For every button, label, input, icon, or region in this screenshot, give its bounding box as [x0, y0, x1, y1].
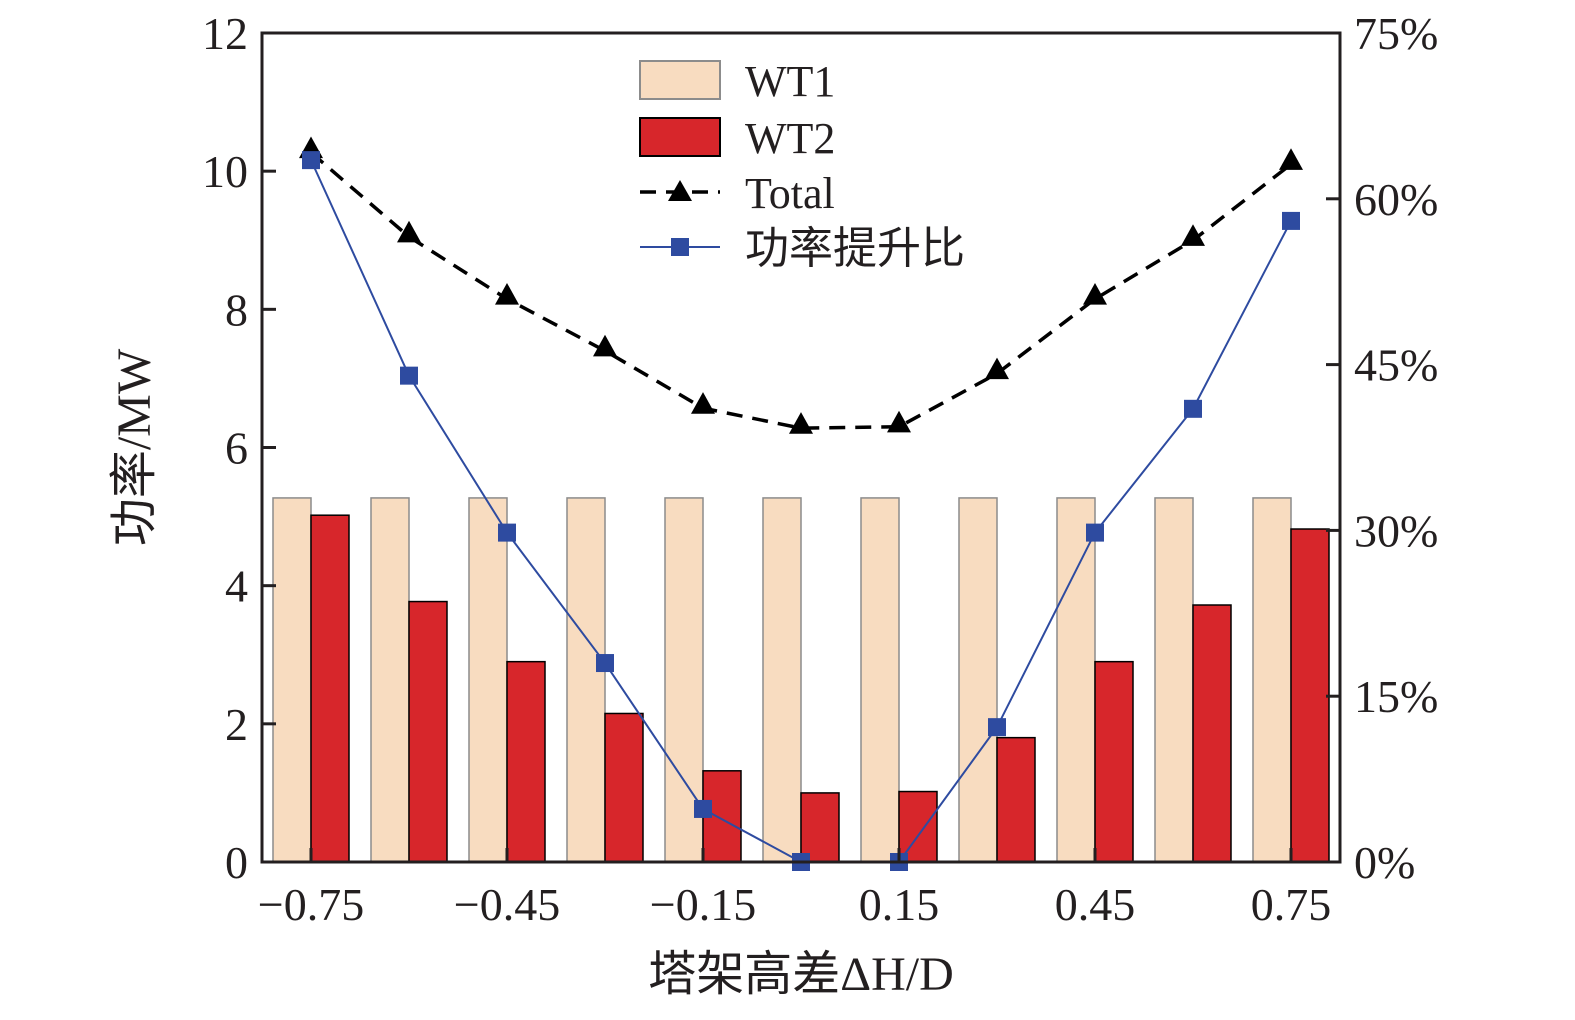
y-tick-label: 0: [225, 837, 248, 888]
bar-wt2: [800, 792, 840, 863]
legend-marker: [671, 238, 689, 256]
bar-wt1: [860, 497, 900, 863]
bar-wt2: [1290, 528, 1330, 863]
legend-label: WT2: [745, 114, 835, 163]
total-point: [495, 282, 519, 305]
bar-wt1: [566, 497, 606, 863]
y-tick-label: 4: [225, 561, 248, 612]
bar-wt1: [272, 497, 312, 863]
x-tick-label: 0.15: [859, 879, 940, 930]
x-axis-title: 塔架高差ΔH/D: [648, 948, 954, 1001]
line-layer: [299, 136, 1303, 871]
total-point: [691, 392, 715, 414]
x-tick-label: −0.75: [258, 879, 364, 930]
bar-wt1: [1056, 497, 1096, 863]
bar-wt1: [762, 497, 802, 863]
legend-swatch: [639, 60, 721, 100]
ratio-point: [400, 366, 418, 385]
x-tick-label: 0.45: [1055, 879, 1136, 930]
bar-wt2: [898, 790, 938, 863]
y2-tick-label: 0%: [1354, 837, 1415, 888]
y-tick-label: 12: [202, 8, 248, 59]
ratio-point: [1184, 399, 1202, 418]
bar-wt1: [1252, 497, 1292, 863]
x-axis: −0.75 −0.45 −0.15 0.15 0.45 0.75: [258, 848, 1331, 930]
ratio-point: [302, 151, 320, 170]
total-point: [985, 357, 1009, 380]
bar-wt2: [996, 736, 1036, 863]
bar-wt2: [604, 712, 644, 863]
legend-label: WT1: [745, 57, 835, 106]
ratio-point: [596, 654, 614, 673]
total-point: [887, 410, 911, 433]
bar-wt1: [958, 497, 998, 863]
x-tick-label: −0.45: [454, 879, 560, 930]
y-tick-label: 2: [225, 699, 248, 750]
legend-label: Total: [745, 169, 835, 218]
y-axis-title: 功率/MW: [108, 348, 161, 546]
total-line: [309, 151, 1293, 430]
y-tick-label: 8: [225, 284, 248, 335]
bar-wt1: [1154, 497, 1194, 863]
total-point: [1181, 224, 1205, 246]
ratio-point: [1282, 211, 1300, 230]
bar-wt2: [408, 600, 448, 863]
bar-layer: [272, 497, 1330, 863]
y2-tick-label: 30%: [1354, 505, 1438, 556]
bar-wt1: [468, 497, 508, 863]
left-axis: 0 2 4 6 8 10 12: [202, 8, 276, 888]
y2-tick-label: 60%: [1354, 174, 1438, 225]
ratio-point: [498, 523, 516, 542]
y2-tick-label: 15%: [1354, 671, 1438, 722]
ratio-point: [694, 799, 712, 818]
y2-tick-label: 45%: [1354, 340, 1438, 391]
bar-wt2: [1192, 604, 1232, 863]
total-point: [593, 334, 617, 357]
y-tick-label: 6: [225, 423, 248, 474]
bar-wt2: [310, 514, 350, 863]
right-axis: 0% 15% 30% 45% 60% 75%: [1326, 8, 1438, 888]
x-tick-label: 0.75: [1251, 879, 1332, 930]
y2-tick-label: 75%: [1354, 8, 1438, 59]
bar-wt2: [1094, 660, 1134, 863]
total-point: [397, 220, 421, 243]
legend-label: 功率提升比: [745, 224, 965, 273]
ratio-point: [988, 718, 1006, 737]
total-point: [789, 412, 813, 434]
y-tick-label: 10: [202, 146, 248, 197]
total-point: [1083, 282, 1107, 305]
bar-wt1: [370, 497, 410, 863]
total-point: [1279, 148, 1303, 170]
ratio-point: [1086, 523, 1104, 542]
bar-wt2: [506, 660, 546, 863]
legend-marker: [668, 180, 692, 201]
legend-swatch: [639, 117, 721, 157]
x-tick-label: −0.15: [650, 879, 756, 930]
legend: WT1 WT2 Total 功率提升比: [639, 57, 965, 273]
